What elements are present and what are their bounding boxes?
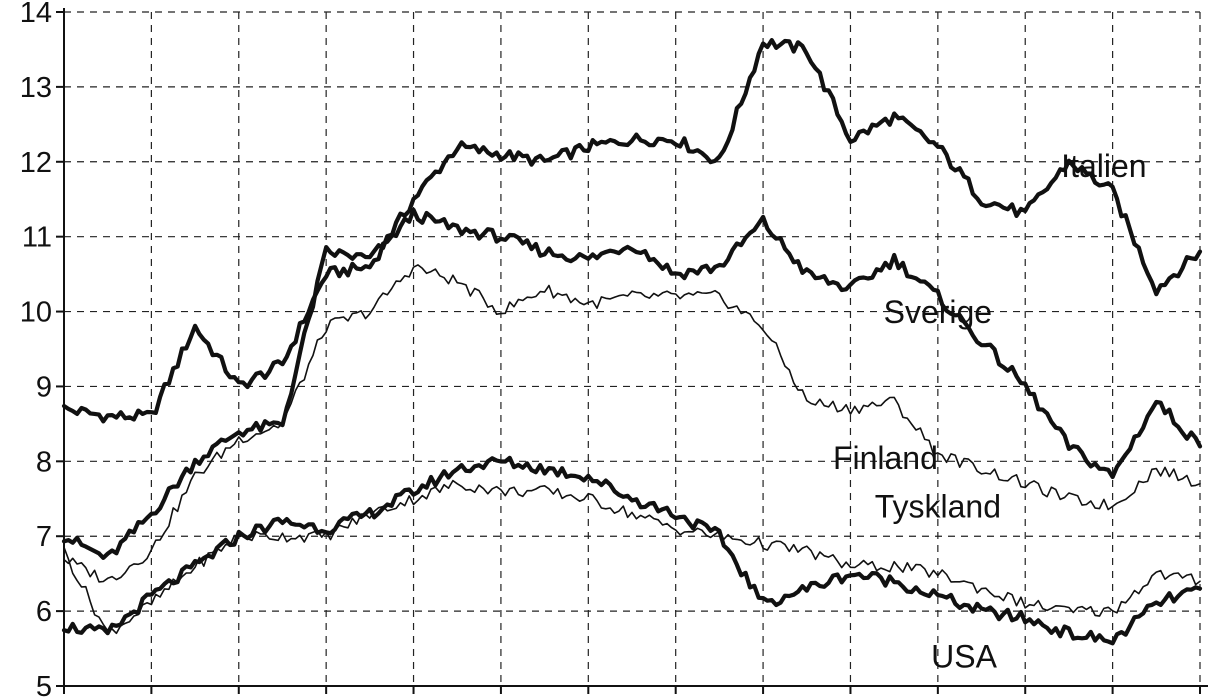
axes [56,8,1208,694]
y-tick-label-10: 10 [20,297,52,329]
series-label-italien: Italien [1061,148,1146,184]
grid [64,11,1201,686]
series-lines [61,38,1203,646]
y-tick-label-12: 12 [20,147,52,179]
y-tick-label-5: 5 [36,671,52,699]
series-line-italien [61,38,1203,424]
series-labels: Italien Sverige Finland Tyskland USA [833,148,1147,675]
y-tick-label-11: 11 [22,222,52,254]
series-label-finland: Finland [833,440,938,476]
y-tick-label-8: 8 [36,446,52,478]
series-label-tyskland: Tyskland [875,489,1001,525]
y-tick-labels: 5 6 7 8 9 10 11 12 13 14 [20,0,52,699]
y-tick-label-7: 7 [36,521,52,553]
series-line-sverige [61,207,1203,560]
y-tick-label-14: 14 [20,0,52,29]
series-line-finland [63,264,1201,583]
series-line-tyskland [63,479,1201,635]
y-tick-label-13: 13 [20,72,52,104]
series-label-usa: USA [931,638,997,674]
y-tick-label-9: 9 [36,371,52,403]
series-line-usa [61,455,1203,646]
y-tick-label-6: 6 [36,596,52,628]
series-label-sverige: Sverige [884,294,993,330]
